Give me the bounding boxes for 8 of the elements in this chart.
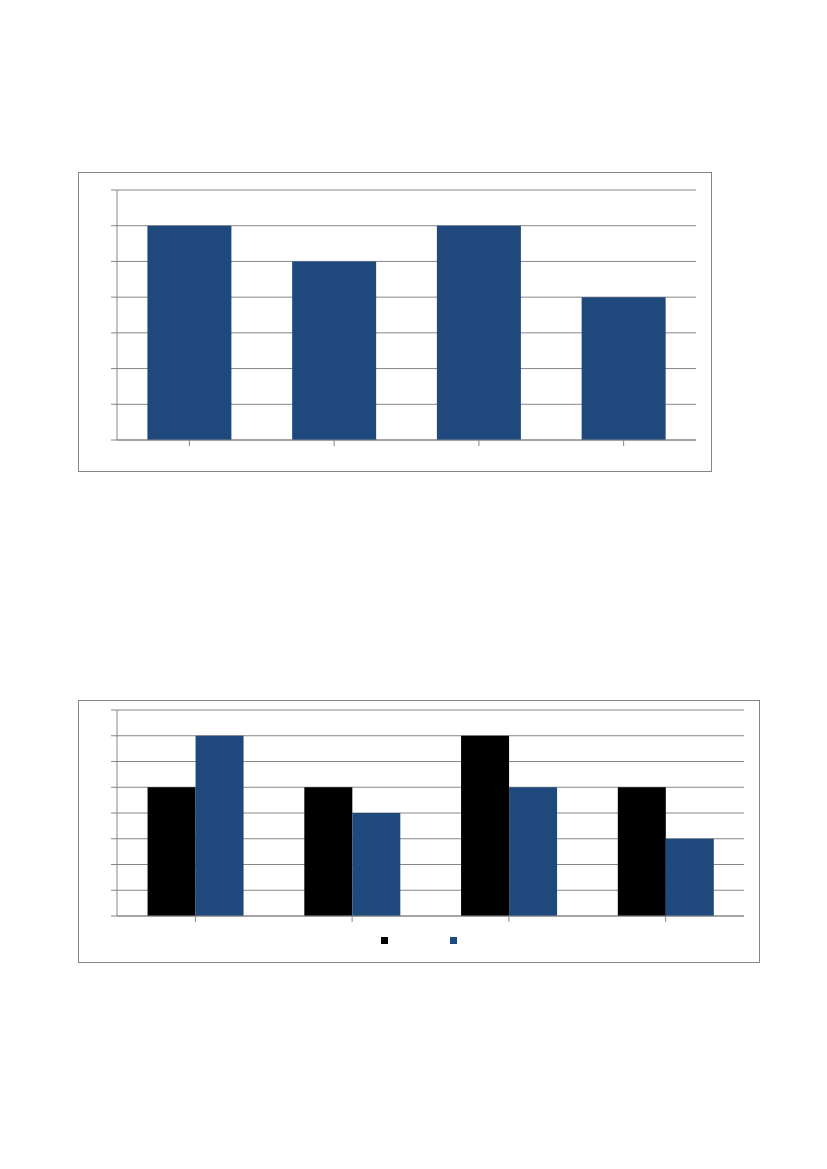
bar [617,787,666,916]
bar [509,787,558,916]
bar [304,787,353,916]
bar [352,813,401,916]
bar [147,787,196,916]
bar [665,838,714,916]
bar [195,735,244,916]
bar [461,735,510,916]
